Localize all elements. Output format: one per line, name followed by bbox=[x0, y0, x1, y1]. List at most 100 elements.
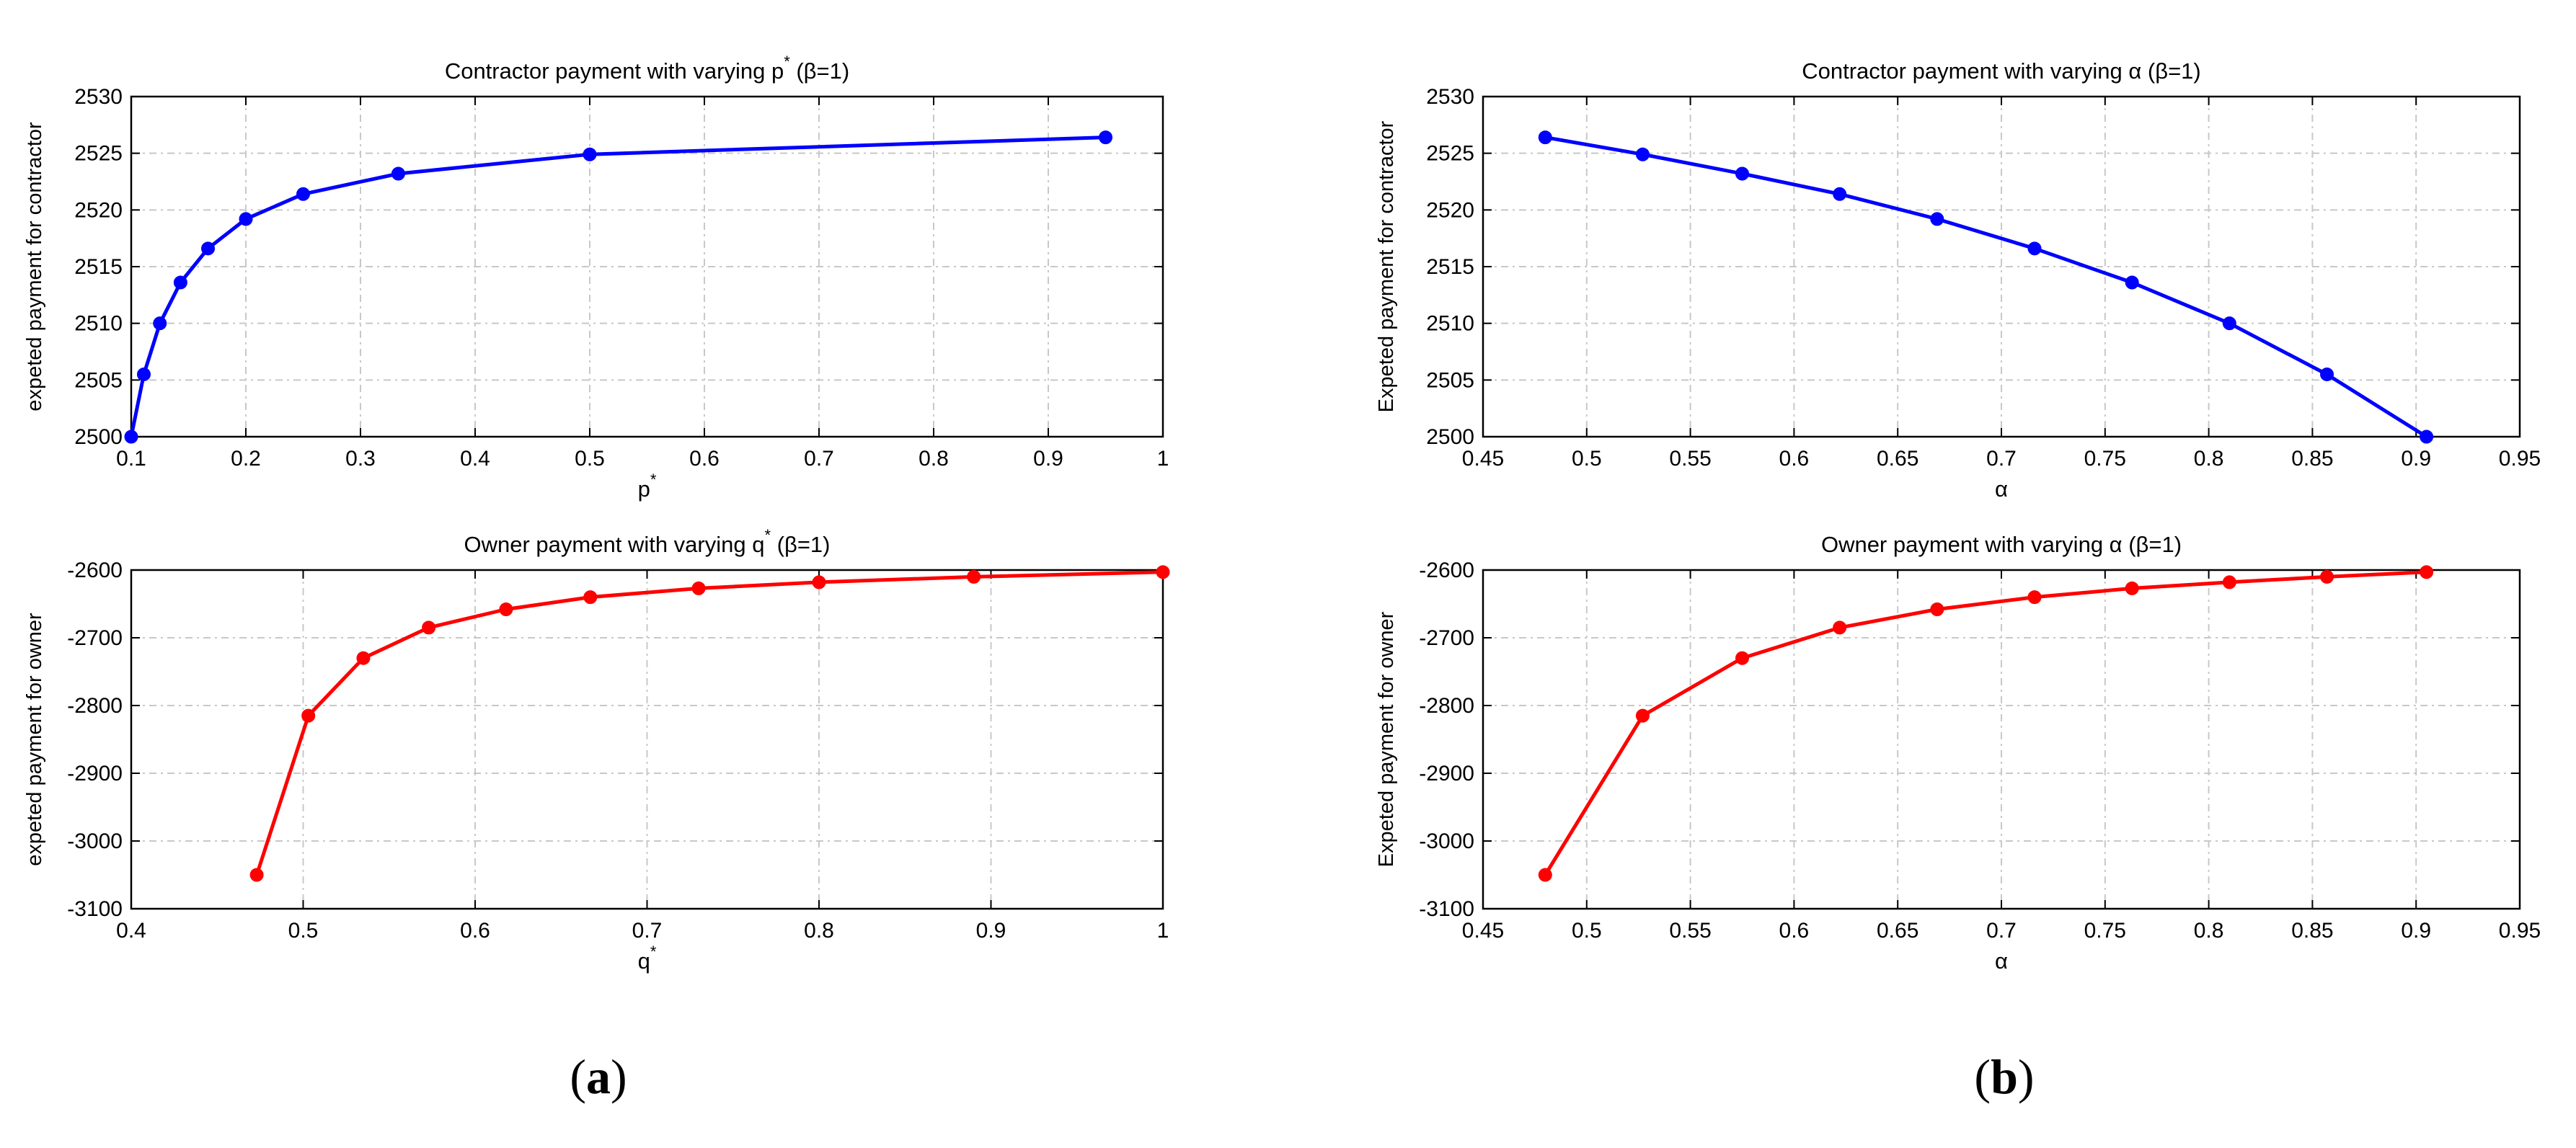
x-axis-label: q* bbox=[638, 943, 657, 974]
x-tick-label: 0.7 bbox=[804, 447, 834, 471]
x-tick-label: 1 bbox=[1157, 447, 1169, 471]
data-point bbox=[1635, 708, 1650, 723]
x-tick-label: 0.85 bbox=[2291, 919, 2333, 943]
data-point bbox=[2222, 575, 2236, 589]
x-tick-label: 0.45 bbox=[1462, 447, 1504, 471]
series-line bbox=[1544, 135, 2427, 439]
x-axis-label: α bbox=[1995, 476, 2008, 502]
y-axis-label: expeted payment for owner bbox=[23, 613, 46, 866]
x-tick-label: 0.65 bbox=[1877, 447, 1918, 471]
y-tick-label: 2515 bbox=[74, 255, 123, 279]
x-tick-label: 0.7 bbox=[1986, 919, 2017, 943]
x-tick-label: 0.95 bbox=[2499, 919, 2541, 943]
x-tick-label: 0.75 bbox=[2084, 919, 2126, 943]
x-tick-label: 0.75 bbox=[2084, 447, 2126, 471]
data-point bbox=[2320, 569, 2334, 584]
data-point bbox=[1099, 130, 1112, 145]
data-point bbox=[1538, 130, 1552, 145]
data-point bbox=[1735, 166, 1749, 181]
x-tick-label: 0.6 bbox=[1779, 447, 1810, 471]
caption-b: (b) bbox=[1974, 1049, 2035, 1104]
data-point bbox=[2420, 565, 2434, 579]
x-tick-label: 0.5 bbox=[575, 447, 605, 471]
y-tick-label: -3100 bbox=[1419, 897, 1474, 921]
x-tick-label: 0.6 bbox=[1779, 919, 1810, 943]
x-tick-label: 0.3 bbox=[345, 447, 376, 471]
x-tick-label: 0.5 bbox=[288, 919, 319, 943]
y-tick-label: 2530 bbox=[74, 85, 123, 109]
y-tick-label: 2520 bbox=[74, 198, 123, 222]
y-tick-label: -3000 bbox=[67, 829, 123, 853]
axes-box bbox=[1482, 569, 2521, 910]
data-point bbox=[2027, 241, 2042, 256]
data-point bbox=[2125, 275, 2139, 290]
data-point bbox=[2125, 581, 2139, 595]
x-tick-label: 0.8 bbox=[919, 447, 949, 471]
x-tick-label: 0.4 bbox=[460, 447, 490, 471]
x-tick-label: 0.55 bbox=[1669, 919, 1711, 943]
x-tick-label: 1 bbox=[1157, 919, 1169, 943]
y-tick-label: -2900 bbox=[1419, 762, 1474, 786]
y-tick-label: 2530 bbox=[1426, 85, 1474, 109]
x-tick-label: 0.9 bbox=[1033, 447, 1063, 471]
y-tick-label: -2700 bbox=[1419, 626, 1474, 650]
x-tick-label: 0.85 bbox=[2291, 447, 2333, 471]
data-point bbox=[422, 620, 436, 635]
data-point bbox=[2420, 430, 2434, 444]
y-tick-label: 2525 bbox=[74, 142, 123, 166]
axes-box bbox=[130, 95, 1164, 438]
series-line bbox=[1544, 570, 2427, 876]
data-point bbox=[356, 651, 371, 665]
data-point bbox=[499, 602, 513, 617]
data-point bbox=[1156, 565, 1170, 579]
x-tick-label: 0.8 bbox=[2194, 447, 2224, 471]
x-tick-label: 0.9 bbox=[2401, 919, 2431, 943]
y-tick-label: 2510 bbox=[1426, 312, 1474, 336]
x-tick-label: 0.5 bbox=[1572, 447, 1602, 471]
data-point bbox=[2027, 590, 2042, 605]
y-tick-label: 2515 bbox=[1426, 255, 1474, 279]
chart-panel-2: 0.45 0.5 0.55 0.6 0.65 0.7 0.75 0.8 0.85 0.9 0.95 2… bbox=[1375, 58, 2541, 502]
y-tick-label: -3100 bbox=[67, 897, 123, 921]
x-tick-label: 0.7 bbox=[1986, 447, 2017, 471]
x-tick-label: 0.55 bbox=[1669, 447, 1711, 471]
data-point bbox=[583, 590, 598, 605]
y-axis-label: Expeted payment for owner bbox=[1375, 611, 1398, 867]
chart-panel-3: 0.4 0.5 0.6 0.7 0.8 0.9 1 -3100 -3000 -2900 -2800 -… bbox=[23, 526, 1170, 974]
data-point bbox=[2222, 316, 2236, 331]
data-point bbox=[812, 575, 826, 589]
y-tick-label: 2510 bbox=[74, 312, 123, 336]
y-tick-label: 2520 bbox=[1426, 198, 1474, 222]
data-point bbox=[153, 316, 167, 331]
data-point bbox=[1930, 212, 1944, 226]
data-point bbox=[1833, 187, 1847, 201]
x-axis-label: p* bbox=[638, 471, 657, 502]
data-point bbox=[136, 367, 151, 381]
x-tick-label: 0.1 bbox=[116, 447, 146, 471]
x-tick-label: 0.2 bbox=[231, 447, 261, 471]
x-tick-label: 0.4 bbox=[116, 919, 146, 943]
x-tick-label: 0.6 bbox=[460, 919, 490, 943]
data-point bbox=[967, 569, 981, 584]
x-tick-label: 0.95 bbox=[2499, 447, 2541, 471]
x-tick-label: 0.6 bbox=[689, 447, 720, 471]
y-tick-label: -2800 bbox=[67, 694, 123, 718]
data-point bbox=[1735, 651, 1749, 665]
x-axis-label: α bbox=[1995, 948, 2008, 974]
data-point bbox=[1538, 868, 1552, 882]
data-point bbox=[391, 166, 405, 181]
y-axis-label: expeted payment for contractor bbox=[23, 122, 46, 411]
x-tick-label: 0.8 bbox=[804, 919, 834, 943]
chart-panel-4: 0.45 0.5 0.55 0.6 0.65 0.7 0.75 0.8 0.85 0.9 0.95 -… bbox=[1375, 532, 2541, 974]
chart-title: Owner payment with varying α (β=1) bbox=[1821, 532, 2182, 557]
data-point bbox=[301, 708, 316, 723]
chart-panel-1: 0.1 0.2 0.3 0.4 0.5 0.6 0.7 0.8 0.9 1 2500 2505 2510… bbox=[23, 53, 1169, 502]
data-point bbox=[173, 275, 187, 290]
data-point bbox=[583, 147, 597, 161]
x-tick-label: 0.65 bbox=[1877, 919, 1918, 943]
y-tick-label: 2505 bbox=[74, 368, 123, 392]
x-tick-label: 0.9 bbox=[976, 919, 1006, 943]
data-point bbox=[124, 430, 138, 444]
x-tick-label: 0.7 bbox=[632, 919, 663, 943]
